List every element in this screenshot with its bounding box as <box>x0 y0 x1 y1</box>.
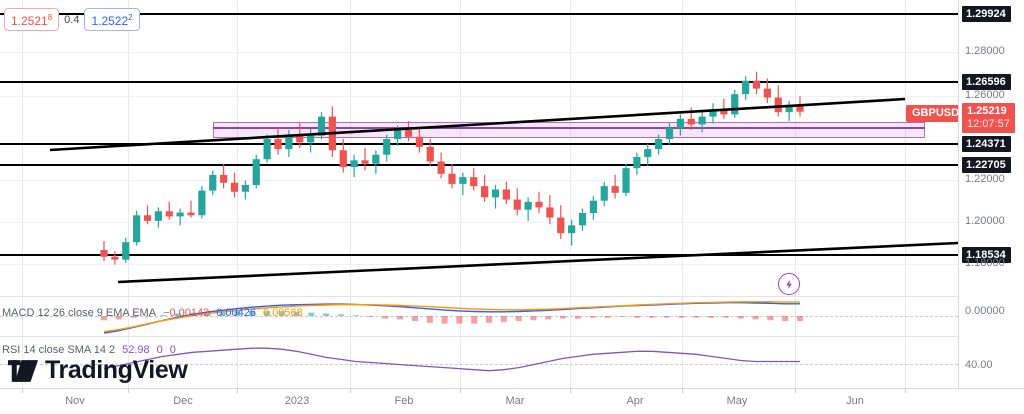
price-axis-label: 1.18534 <box>962 247 1011 263</box>
gridline-vertical <box>350 0 351 296</box>
macd-pane[interactable]: MACD 12 26 close 9 EMA EMA −0.00142 0.00… <box>0 296 958 336</box>
gridline-vertical <box>128 0 129 296</box>
current-price-time: 12:07:57 <box>967 117 1010 130</box>
candlestick-series <box>49 71 958 284</box>
tradingview-logo: TradingView <box>8 356 188 384</box>
tradingview-mark-icon <box>8 359 38 382</box>
bid-price[interactable]: 1.25218 <box>4 8 60 31</box>
time-axis[interactable]: Nov Dec 2023 Feb Mar Apr May Jun <box>0 388 1024 414</box>
macd-value: −0.00142 <box>163 307 210 319</box>
gridline-vertical <box>460 336 461 388</box>
gridline-vertical <box>570 336 571 388</box>
supply-demand-zone[interactable] <box>213 122 925 138</box>
macd-hist-value: 0.00568 <box>263 307 303 319</box>
gridline-vertical <box>905 336 906 388</box>
price-axis-label: 1.28000 <box>965 45 1005 57</box>
price-pane[interactable]: GBPUSD <box>0 0 958 296</box>
support-1-22705[interactable] <box>0 164 958 166</box>
gridline-horizontal <box>0 222 958 223</box>
time-axis-tick <box>128 389 129 393</box>
time-axis-tick <box>905 389 906 393</box>
time-axis-label: Feb <box>394 395 414 407</box>
price-axis-label: 1.24371 <box>962 136 1011 152</box>
gridline-vertical <box>237 336 238 388</box>
support-1-24371[interactable] <box>0 143 958 145</box>
economic-event-icon[interactable] <box>778 273 800 295</box>
time-axis-label: 2023 <box>284 395 310 407</box>
time-axis-label: Dec <box>173 395 193 407</box>
pane-separator-macd <box>0 296 958 297</box>
pane-separator-rsi <box>0 336 958 337</box>
time-axis-tick <box>237 389 238 393</box>
price-axis-label: 40.00 <box>965 359 993 371</box>
time-axis-tick <box>350 389 351 393</box>
price-axis[interactable]: 1.29924 1.28000 1.26596 1.26000 1.24371 1.227… <box>958 0 1024 388</box>
current-price-badge[interactable]: 1.25219 12:07:57 <box>962 102 1015 133</box>
gridline-vertical <box>570 0 571 296</box>
gridline-horizontal <box>0 96 958 97</box>
zone-midline <box>213 127 925 129</box>
time-axis-label: Mar <box>505 395 525 407</box>
quote-header: 1.25218 0.4 1.25222 <box>4 8 140 31</box>
macd-legend[interactable]: MACD 12 26 close 9 EMA EMA −0.00142 0.00… <box>2 307 303 320</box>
rsi-legend-name: RSI 14 close SMA 14 2 <box>2 344 116 356</box>
bid-value: 1.25218 <box>11 13 53 28</box>
gridline-vertical <box>237 0 238 296</box>
time-axis-label: Apr <box>626 395 644 407</box>
price-axis-label: 1.29924 <box>962 6 1011 22</box>
price-axis-label: 1.26596 <box>962 74 1011 90</box>
ascending-support <box>117 241 958 284</box>
price-axis-label: 1.22000 <box>965 173 1005 185</box>
time-axis-tick <box>795 389 796 393</box>
price-axis-label: 0.00000 <box>965 305 1005 317</box>
macd-signal-value: 0.00426 <box>216 307 257 319</box>
support-1-18534[interactable] <box>0 254 958 256</box>
gridline-vertical <box>795 0 796 296</box>
price-axis-label: 1.22705 <box>962 157 1011 173</box>
price-axis-label: 1.26000 <box>965 89 1005 101</box>
ask-price[interactable]: 1.25222 <box>84 8 140 31</box>
gridline-horizontal <box>0 264 958 265</box>
current-price-value: 1.25219 <box>967 104 1007 117</box>
time-axis-label: May <box>726 395 748 407</box>
gridline-horizontal <box>0 180 958 181</box>
time-axis-tick <box>570 389 571 393</box>
price-axis-label: 1.18000 <box>965 257 1005 269</box>
gridline-vertical <box>350 336 351 388</box>
time-axis-label: Jun <box>846 395 864 407</box>
gridline-vertical <box>905 0 906 296</box>
gridline-vertical <box>460 0 461 296</box>
resistance-1-29924[interactable] <box>0 13 958 15</box>
macd-legend-name: MACD 12 26 close 9 EMA EMA <box>2 307 157 319</box>
gridline-vertical <box>682 336 683 388</box>
time-axis-tick <box>460 389 461 393</box>
gridline-horizontal <box>0 52 958 53</box>
time-axis-tick <box>22 389 23 393</box>
spread-value: 0.4 <box>64 13 80 26</box>
gridline-vertical <box>22 0 23 296</box>
symbol-flag[interactable]: GBPUSD <box>906 104 958 122</box>
ask-value: 1.25222 <box>91 13 133 28</box>
tradingview-wordmark: TradingView <box>45 356 188 384</box>
gridline-vertical <box>795 336 796 388</box>
time-axis-tick <box>682 389 683 393</box>
gridline-vertical <box>682 0 683 296</box>
price-axis-label: 1.20000 <box>965 215 1005 227</box>
time-axis-label: Nov <box>65 395 85 407</box>
resistance-1-26596[interactable] <box>0 81 958 83</box>
